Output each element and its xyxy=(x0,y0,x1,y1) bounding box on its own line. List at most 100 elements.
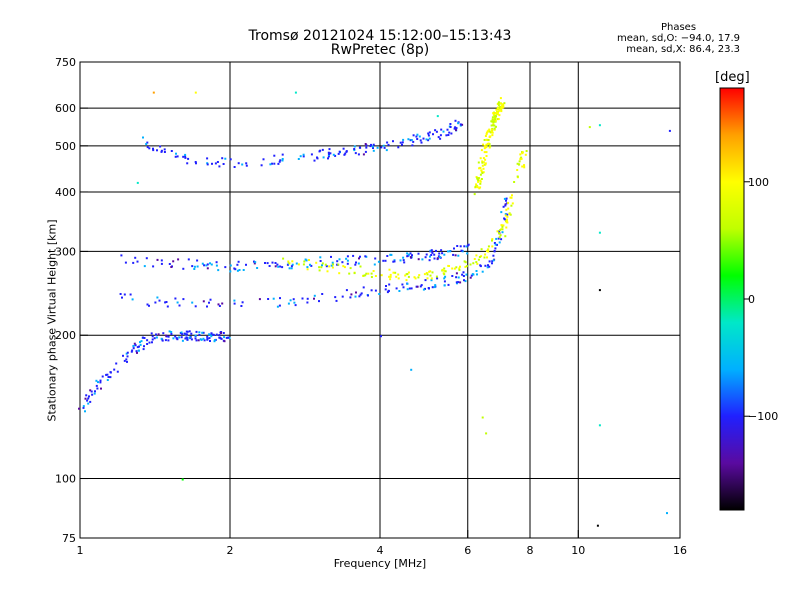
data-point xyxy=(236,269,239,272)
data-point xyxy=(451,267,454,270)
data-point xyxy=(203,264,206,267)
data-point xyxy=(364,143,367,145)
data-point xyxy=(290,267,293,270)
data-point xyxy=(518,163,521,166)
data-point xyxy=(148,147,151,150)
data-point xyxy=(476,186,479,189)
data-point xyxy=(222,332,225,334)
data-point xyxy=(294,304,297,307)
data-point xyxy=(494,247,497,250)
data-point xyxy=(348,272,351,275)
data-point xyxy=(486,256,488,259)
data-point xyxy=(99,381,102,384)
data-point xyxy=(492,124,495,127)
data-point xyxy=(475,183,478,186)
data-point xyxy=(273,162,276,165)
data-point xyxy=(206,338,209,341)
data-point xyxy=(93,392,96,395)
data-point xyxy=(221,302,224,305)
data-point xyxy=(357,153,360,156)
data-point xyxy=(217,303,220,306)
data-point xyxy=(281,153,284,156)
data-point xyxy=(411,254,413,257)
data-point xyxy=(485,133,488,136)
data-point xyxy=(413,276,416,279)
data-point xyxy=(220,332,222,335)
data-point xyxy=(206,157,209,160)
data-point xyxy=(419,285,422,288)
data-point xyxy=(206,335,209,338)
data-point xyxy=(477,258,480,261)
data-point xyxy=(229,158,232,161)
data-point xyxy=(184,155,187,158)
data-point xyxy=(346,259,349,262)
data-point xyxy=(402,286,405,289)
data-point xyxy=(331,266,334,269)
data-point xyxy=(425,253,428,256)
data-point xyxy=(233,267,236,270)
data-point xyxy=(218,165,221,168)
data-point xyxy=(199,338,202,341)
data-point xyxy=(419,139,422,142)
data-point xyxy=(353,145,356,148)
data-point xyxy=(151,341,153,344)
data-point xyxy=(276,263,279,266)
data-point xyxy=(211,162,213,165)
data-point xyxy=(407,254,410,257)
data-point xyxy=(442,130,445,133)
data-point xyxy=(429,249,432,252)
data-point xyxy=(382,259,385,262)
data-point xyxy=(160,150,163,153)
data-point xyxy=(454,126,457,129)
data-point xyxy=(359,146,362,149)
data-point xyxy=(492,254,495,257)
data-point xyxy=(190,332,193,335)
data-point xyxy=(328,265,331,268)
data-point xyxy=(482,143,485,146)
data-point xyxy=(206,263,209,266)
data-point xyxy=(482,157,485,160)
data-point xyxy=(360,292,363,295)
data-point xyxy=(487,129,490,132)
data-point xyxy=(452,253,455,256)
data-point xyxy=(203,339,206,342)
data-point xyxy=(195,162,197,165)
data-point xyxy=(165,301,168,303)
y-axis-ticks: 75 100 200 300 400 500 600 750 xyxy=(55,56,88,545)
data-point xyxy=(484,158,487,161)
data-point xyxy=(343,153,346,156)
data-point xyxy=(224,157,227,160)
data-point xyxy=(373,263,376,266)
data-point xyxy=(503,218,506,221)
data-point xyxy=(438,252,441,255)
data-point xyxy=(196,265,199,268)
data-point xyxy=(89,400,92,403)
data-point xyxy=(94,390,96,393)
data-point xyxy=(443,267,446,270)
data-point xyxy=(425,272,428,274)
data-point xyxy=(353,272,356,275)
data-point xyxy=(236,263,239,266)
data-point xyxy=(491,239,493,242)
data-point xyxy=(509,196,512,199)
data-point xyxy=(88,395,90,398)
data-point xyxy=(500,107,502,110)
data-point xyxy=(598,124,601,127)
data-point xyxy=(488,146,491,149)
data-point xyxy=(278,160,281,163)
data-point xyxy=(500,228,503,231)
data-point xyxy=(176,155,179,158)
data-point xyxy=(500,211,503,214)
data-point xyxy=(184,337,187,340)
data-point xyxy=(320,266,323,269)
data-point xyxy=(145,143,148,145)
data-point xyxy=(180,331,183,334)
data-point xyxy=(132,261,135,264)
data-point xyxy=(420,141,423,144)
data-point xyxy=(418,135,421,138)
data-point xyxy=(364,150,367,153)
data-point xyxy=(125,358,128,361)
data-point xyxy=(293,301,296,304)
data-point xyxy=(389,275,392,278)
data-point xyxy=(174,297,177,300)
